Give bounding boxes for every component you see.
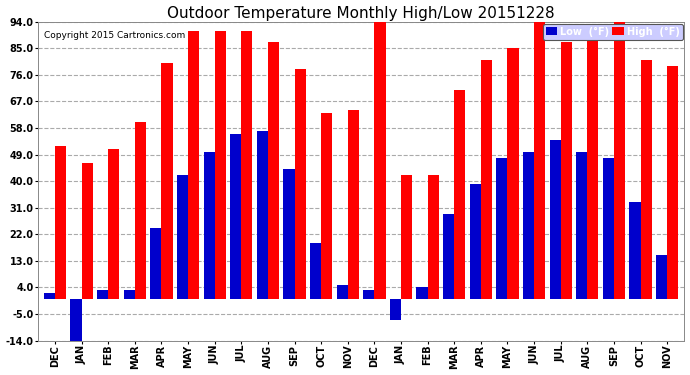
Bar bbox=[150, 228, 161, 299]
Title: Outdoor Temperature Monthly High/Low 20151228: Outdoor Temperature Monthly High/Low 201… bbox=[167, 6, 555, 21]
Bar bbox=[363, 291, 375, 299]
Bar bbox=[177, 175, 188, 299]
Bar bbox=[417, 288, 428, 299]
Bar bbox=[204, 152, 215, 299]
Bar bbox=[390, 299, 401, 320]
Bar bbox=[135, 122, 146, 299]
Bar bbox=[603, 158, 614, 299]
Bar bbox=[443, 214, 454, 299]
Bar bbox=[124, 291, 135, 299]
Bar bbox=[337, 285, 348, 299]
Bar bbox=[295, 69, 306, 299]
Bar bbox=[108, 149, 119, 299]
Bar bbox=[629, 202, 640, 299]
Bar bbox=[614, 16, 625, 299]
Bar bbox=[667, 66, 678, 299]
Bar bbox=[481, 60, 492, 299]
Bar bbox=[321, 113, 333, 299]
Bar bbox=[230, 134, 241, 299]
Bar bbox=[188, 31, 199, 299]
Bar bbox=[268, 42, 279, 299]
Bar bbox=[284, 170, 295, 299]
Bar bbox=[470, 184, 481, 299]
Bar bbox=[523, 152, 534, 299]
Bar bbox=[44, 293, 55, 299]
Bar bbox=[81, 164, 93, 299]
Bar bbox=[561, 42, 572, 299]
Bar bbox=[576, 152, 587, 299]
Bar bbox=[97, 291, 108, 299]
Bar bbox=[375, 19, 386, 299]
Bar bbox=[70, 299, 81, 340]
Bar bbox=[215, 31, 226, 299]
Bar bbox=[310, 243, 321, 299]
Bar bbox=[640, 60, 652, 299]
Bar bbox=[401, 175, 412, 299]
Bar bbox=[587, 36, 598, 299]
Bar bbox=[656, 255, 667, 299]
Legend: Low  (°F), High  (°F): Low (°F), High (°F) bbox=[542, 24, 682, 40]
Bar bbox=[241, 31, 253, 299]
Bar bbox=[549, 140, 561, 299]
Bar bbox=[496, 158, 507, 299]
Bar bbox=[161, 63, 172, 299]
Bar bbox=[534, 19, 545, 299]
Bar bbox=[507, 48, 519, 299]
Bar bbox=[428, 175, 439, 299]
Text: Copyright 2015 Cartronics.com: Copyright 2015 Cartronics.com bbox=[44, 31, 186, 40]
Bar bbox=[55, 146, 66, 299]
Bar bbox=[257, 131, 268, 299]
Bar bbox=[348, 110, 359, 299]
Bar bbox=[454, 90, 466, 299]
